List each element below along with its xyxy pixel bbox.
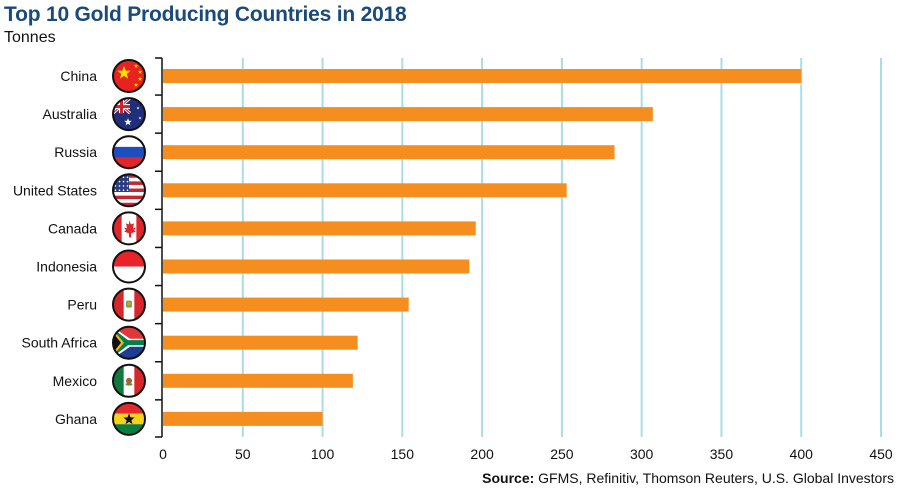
- x-tick-labels: 0 50 100 150 200 250 300 350 400 450: [159, 446, 893, 462]
- source-text: GFMS, Refinitiv, Thomson Reuters, U.S. G…: [534, 470, 894, 486]
- category-label: Canada: [48, 220, 97, 236]
- x-tick-label: 400: [790, 446, 814, 462]
- category-label: Australia: [43, 106, 98, 122]
- x-tick-label: 100: [311, 446, 335, 462]
- ghana-flag-icon: [112, 401, 146, 436]
- bar-indonesia: [163, 259, 470, 274]
- bar-china: [163, 69, 802, 83]
- united-states-flag-icon: [112, 173, 146, 208]
- category-labels: China Australia Russia United States Canada I…: [13, 68, 97, 427]
- bar-russia: [163, 145, 615, 160]
- x-tick-label: 350: [710, 446, 734, 462]
- mexico-flag-icon: [112, 363, 146, 398]
- bar-united-states: [163, 183, 567, 198]
- source-label: Source:: [482, 470, 535, 486]
- x-tick-label: 50: [235, 446, 251, 462]
- australia-flag-icon: [112, 97, 146, 132]
- bar-south-africa: [163, 335, 358, 350]
- x-tick-label: 300: [630, 446, 654, 462]
- category-label: United States: [13, 182, 97, 198]
- russia-flag-icon: [112, 135, 146, 170]
- x-tick-label: 200: [470, 446, 494, 462]
- china-flag-icon: [112, 59, 146, 93]
- bar-canada: [163, 221, 476, 236]
- x-tick-label: 150: [391, 446, 415, 462]
- x-tick-label: 450: [869, 446, 893, 462]
- canada-flag-icon: [112, 211, 146, 246]
- bar-australia: [163, 107, 653, 122]
- chart-title: Top 10 Gold Producing Countries in 2018: [4, 3, 407, 26]
- y-axis: [155, 57, 163, 438]
- bar-peru: [163, 297, 409, 312]
- category-label: South Africa: [22, 335, 98, 351]
- x-tick-label: 0: [159, 446, 167, 462]
- source-note: Source: GFMS, Refinitiv, Thomson Reuters…: [482, 470, 894, 486]
- category-label: Russia: [54, 144, 97, 160]
- bars: [163, 69, 802, 426]
- flags: [112, 59, 146, 436]
- south-africa-flag-icon: [112, 325, 146, 360]
- bar-mexico: [163, 373, 353, 388]
- peru-flag-icon: [112, 287, 146, 322]
- category-label: Peru: [67, 297, 97, 313]
- chart-subtitle: Tonnes: [4, 29, 56, 46]
- category-label: Mexico: [53, 373, 98, 389]
- indonesia-flag-icon: [112, 249, 146, 284]
- x-tick-label: 250: [550, 446, 574, 462]
- category-label: Indonesia: [36, 259, 97, 275]
- category-label: China: [60, 68, 97, 84]
- category-label: Ghana: [55, 411, 97, 427]
- bar-ghana: [163, 411, 323, 426]
